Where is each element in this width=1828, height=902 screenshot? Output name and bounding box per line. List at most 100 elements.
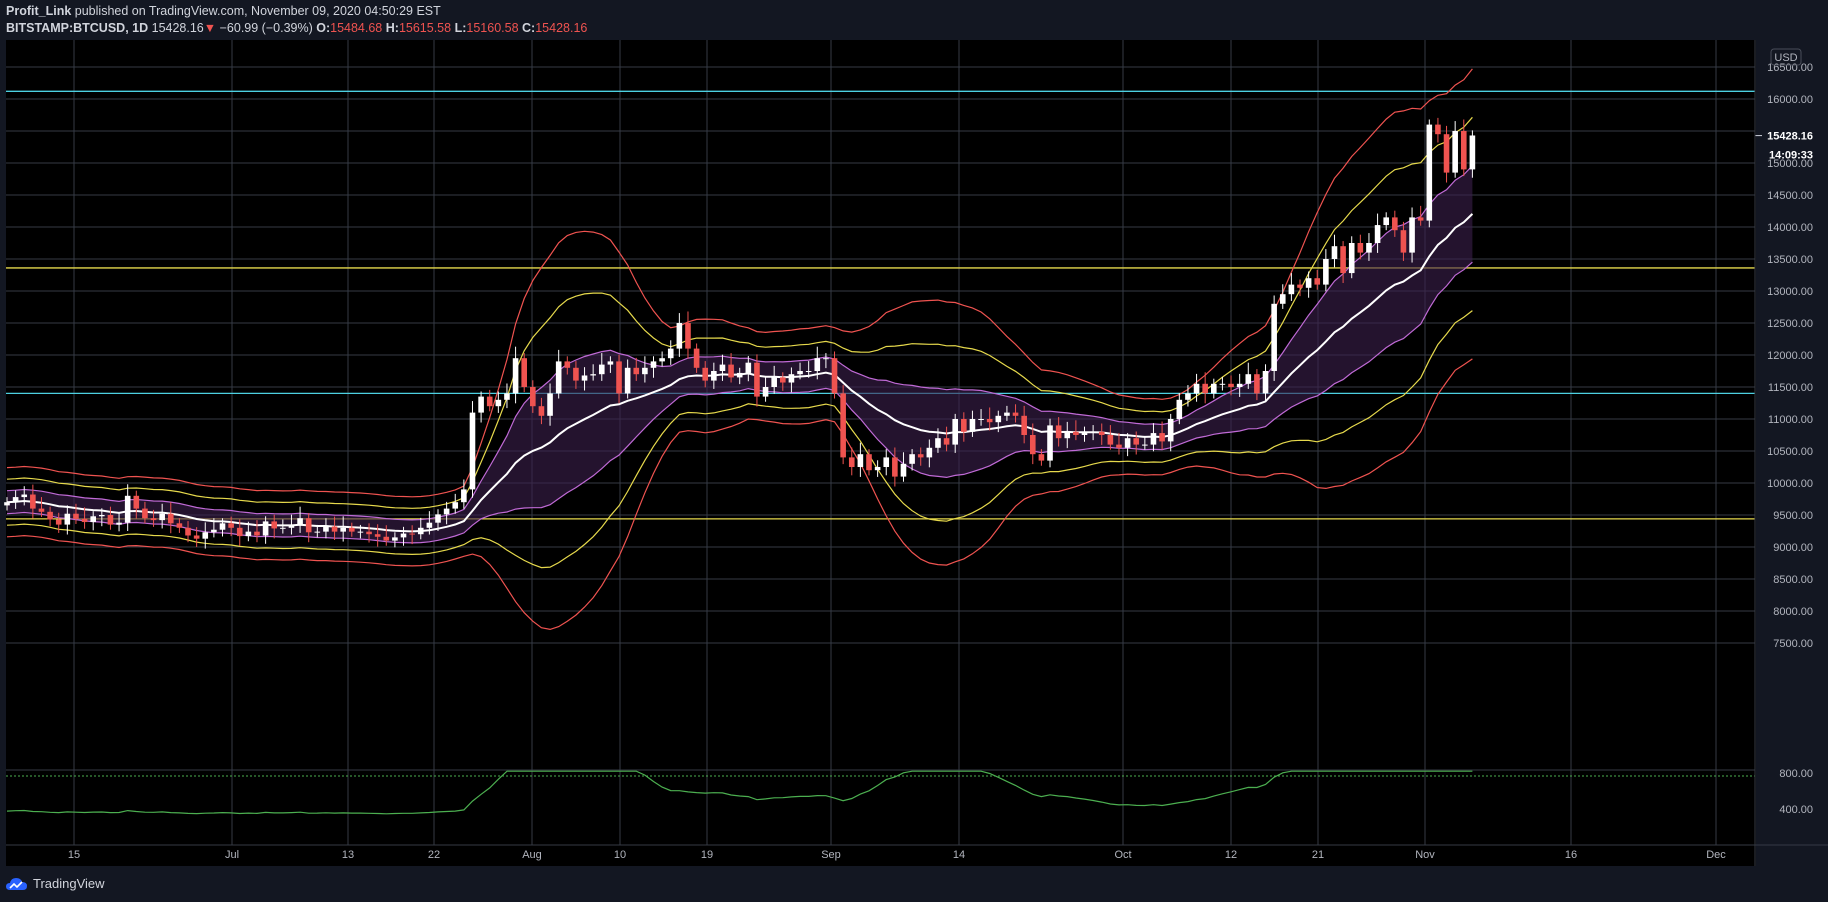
candle-body [417, 527, 424, 535]
candle-body [1159, 433, 1165, 442]
candle-body [1374, 225, 1381, 243]
change: −60.99 (−0.39%) [219, 21, 313, 35]
time-tick-label: 19 [701, 849, 713, 861]
candle-body [1202, 383, 1208, 394]
candle-body [1219, 383, 1226, 385]
candle-body [305, 518, 312, 533]
candle-body [236, 527, 243, 537]
candle-body [633, 367, 640, 375]
candle-body [1331, 246, 1338, 259]
last-price: 15428.16 [151, 21, 204, 35]
candle-body [814, 358, 821, 371]
price-tick-label: 8000.00 [1773, 606, 1813, 618]
candle-body [193, 535, 200, 539]
footer [0, 866, 1828, 902]
candle-body [4, 502, 10, 506]
candle-body [340, 527, 346, 532]
candle-body [133, 495, 140, 509]
candle-body [211, 529, 217, 533]
band-line [6, 68, 1473, 498]
candle-body [64, 513, 71, 525]
candle-body [1435, 124, 1441, 135]
candle-body [21, 494, 28, 498]
candle-body [1400, 230, 1407, 253]
price-tick-label: 7500.00 [1773, 638, 1813, 650]
price-tick-label: 14500.00 [1767, 190, 1813, 202]
symbol[interactable]: BITSTAMP:BTCUSD, 1D [6, 21, 149, 35]
candle-body [1133, 438, 1140, 445]
inner-band-fill [7, 165, 1473, 543]
candle-body [1245, 374, 1252, 384]
candle-body [107, 515, 114, 525]
candle-body [521, 358, 527, 387]
candle-body [693, 348, 700, 368]
candle-body [1124, 438, 1131, 448]
candle-body [909, 454, 915, 464]
brand-label: TradingView [33, 876, 105, 891]
indicator-pane [6, 770, 1755, 815]
candle-body [1038, 454, 1045, 461]
header-line-1: Profit_Link published on TradingView.com… [6, 4, 441, 18]
candle-body [943, 438, 950, 445]
candle-body [409, 533, 415, 535]
candle-body [616, 361, 622, 394]
author[interactable]: Profit_Link [6, 4, 72, 18]
candle-body [1469, 135, 1476, 170]
candle-body [12, 497, 19, 503]
candle-body [1417, 217, 1424, 221]
candle-body [736, 372, 743, 378]
chart-background [6, 40, 1756, 866]
candle-body [1167, 419, 1174, 442]
candle-body [1021, 415, 1027, 435]
candle-body [581, 375, 588, 381]
price-tick-label: 16000.00 [1767, 94, 1813, 106]
price-tick-label: 11000.00 [1768, 414, 1813, 426]
down-arrow-icon: ▼ [203, 21, 217, 35]
candle-body [642, 367, 648, 375]
candle-body [116, 522, 122, 525]
time-tick-label: 10 [614, 849, 626, 861]
candle-body [383, 536, 390, 541]
price-chart[interactable]: 15 Jul 13 22 Aug 10 19 Sep 14 Oct 12 21 Nov 16 Dec1650… [0, 0, 1828, 866]
candle-body [978, 419, 984, 420]
price-tick-label: 15000.00 [1767, 158, 1813, 170]
candle-body [1090, 431, 1096, 433]
candle-body [1150, 433, 1157, 445]
price-tick-label: 10000.00 [1767, 478, 1813, 490]
candle-body [530, 387, 536, 407]
time-tick-label: 12 [1225, 849, 1237, 861]
o-label: O: [316, 21, 331, 35]
candle-body [1228, 383, 1234, 387]
candle-body [1055, 425, 1062, 439]
l-label: L: [454, 21, 467, 35]
candle-body [99, 515, 105, 517]
band-line [6, 358, 1473, 631]
candle-body [1211, 383, 1217, 394]
candle-body [555, 361, 562, 394]
candle-body [185, 527, 191, 536]
time-tick-label: Aug [522, 849, 542, 861]
candle-body [1452, 131, 1458, 173]
candle-body [47, 511, 53, 520]
candle-body [167, 513, 174, 524]
candle-body [254, 531, 260, 536]
price-tick-label: 9500.00 [1773, 510, 1813, 522]
candle-body [917, 454, 924, 458]
candle-body [702, 367, 709, 381]
candle-body [443, 508, 450, 515]
candle-body [288, 524, 295, 528]
candle-body [1348, 243, 1355, 274]
l-value: 15160.58 [466, 21, 519, 35]
h-value: 15615.58 [398, 21, 452, 35]
price-tick-label: 8500.00 [1773, 574, 1813, 586]
time-tick-label: 13 [342, 849, 354, 861]
price-tick-label: 10500.00 [1767, 446, 1813, 458]
candle-body [685, 323, 691, 349]
candle-body [400, 533, 407, 538]
time-tick-label: Sep [821, 849, 841, 861]
time-tick-label: 21 [1312, 849, 1324, 861]
tradingview-logo[interactable]: TradingView [6, 876, 105, 891]
candle-body [142, 508, 148, 519]
time-tick-label: 16 [1565, 849, 1577, 861]
candle-body [228, 523, 234, 528]
